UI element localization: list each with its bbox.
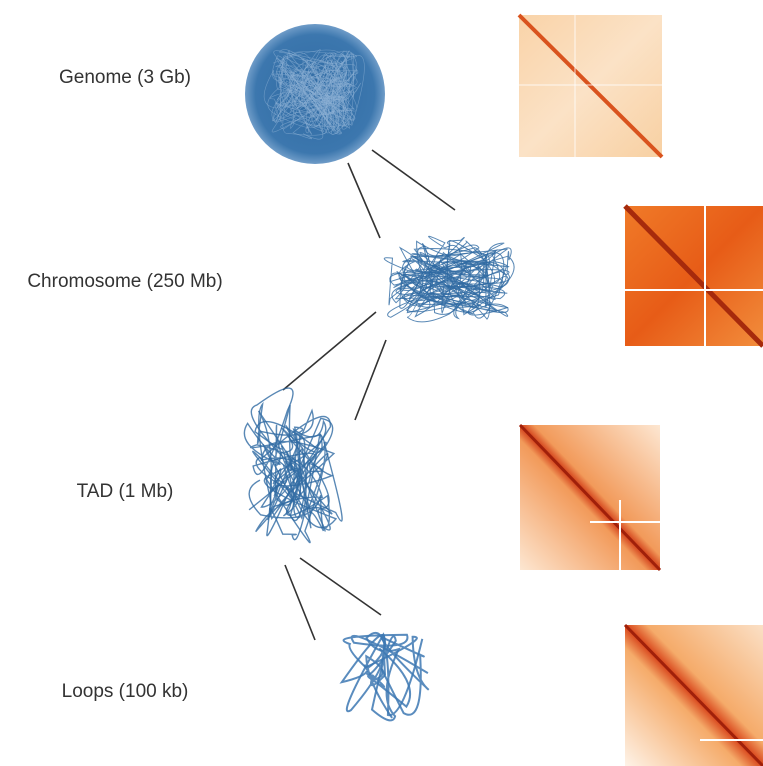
heatmap	[520, 425, 660, 570]
zoom-line	[285, 565, 315, 640]
page: {"levels": [ {"label": "Genome (3 Gb)"},…	[0, 0, 763, 766]
heatmap	[625, 625, 763, 766]
level-label: Genome (3 Gb)	[59, 67, 191, 88]
level-label: TAD (1 Mb)	[77, 481, 174, 502]
zoom-line	[283, 312, 376, 390]
level-label: Chromosome (250 Mb)	[27, 271, 222, 292]
zoom-line	[300, 558, 381, 615]
zoom-line	[355, 340, 386, 420]
level-label: Loops (100 kb)	[62, 681, 189, 702]
heatmap	[519, 15, 662, 157]
heatmap	[625, 206, 763, 346]
zoom-line	[348, 163, 380, 238]
figure: Genome (3 Gb) Chromosome (250 Mb) TAD (1…	[0, 0, 763, 766]
zoom-line	[372, 150, 455, 210]
